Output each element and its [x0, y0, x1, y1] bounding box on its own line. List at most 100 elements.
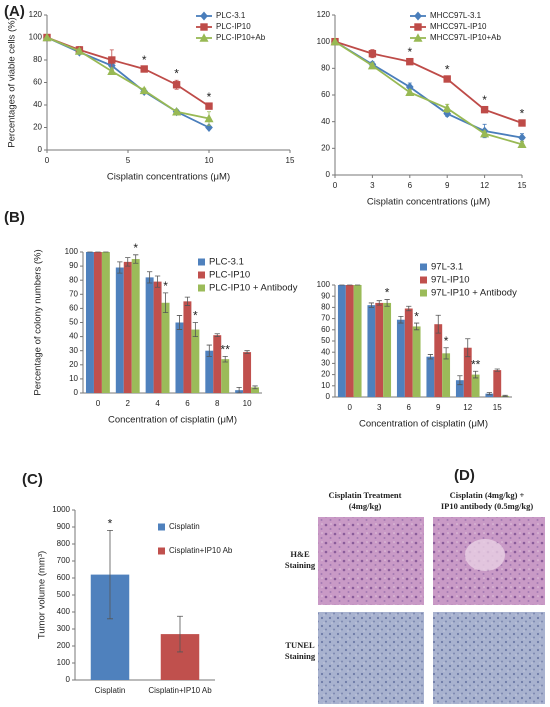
legend-swatch [420, 263, 427, 271]
row-header: Staining [285, 651, 316, 661]
significance: * [193, 309, 198, 323]
error-bar [486, 392, 493, 396]
x-tick-label: 5 [126, 156, 131, 165]
y-tick-label: 40 [321, 347, 330, 356]
y-tick-label: 1000 [52, 505, 70, 514]
significance: * [444, 334, 449, 348]
error-bar [214, 333, 220, 337]
significance: ** [471, 357, 481, 371]
y-tick-label: 0 [38, 145, 43, 154]
y-axis-label: Tumor volume (mm³) [37, 551, 48, 639]
y-tick-label: 0 [66, 675, 71, 684]
y-tick-label: 20 [33, 123, 42, 132]
error-bar [494, 368, 500, 372]
panel-label: (C) [22, 471, 43, 488]
line [334, 40, 523, 146]
marker [443, 75, 451, 83]
significance: * [414, 309, 419, 323]
column-header: Cisplatin Treatment [329, 490, 402, 500]
bar [434, 324, 443, 397]
x-axis-label: Concentration of cisplatin (μM) [359, 419, 488, 430]
x-tick-label: Cisplatin [95, 686, 126, 695]
bar [426, 356, 435, 397]
x-axis-label: Cisplatin concentrations (μM) [367, 197, 490, 208]
error-bar [125, 257, 131, 267]
y-tick-label: 20 [69, 360, 78, 369]
marker [414, 11, 422, 21]
histology-region [465, 539, 505, 571]
bar [175, 322, 184, 393]
x-tick-label: 0 [96, 399, 101, 408]
error-bar [162, 292, 169, 314]
error-bar [398, 315, 404, 324]
marker [200, 23, 208, 31]
error-bar [236, 386, 242, 394]
error-bar [368, 302, 375, 308]
bar [115, 267, 124, 393]
x-tick-label: 6 [407, 403, 412, 412]
y-tick-label: 600 [57, 573, 71, 582]
y-tick-label: 70 [69, 289, 78, 298]
x-tick-label: 0 [333, 181, 338, 190]
x-tick-label: 9 [436, 403, 441, 412]
bar [463, 347, 472, 397]
error-bar [133, 254, 139, 264]
error-bar [384, 299, 390, 307]
error-bar [184, 296, 191, 306]
x-tick-label: 6 [185, 399, 190, 408]
y-tick-label: 10 [69, 374, 78, 383]
error-bar [457, 375, 463, 386]
y-tick-label: 700 [57, 556, 71, 565]
y-tick-label: 30 [321, 359, 330, 368]
marker [480, 105, 489, 114]
marker [414, 23, 422, 31]
marker [518, 119, 526, 127]
x-tick-label: 3 [377, 403, 382, 412]
error-bar [222, 355, 228, 363]
line [334, 40, 523, 124]
y-tick-label: 90 [69, 261, 78, 270]
marker [405, 87, 415, 97]
y-tick-label: 50 [321, 336, 330, 345]
y-tick-label: 80 [321, 63, 330, 72]
bar [455, 380, 464, 397]
marker [205, 123, 213, 132]
legend-label: MHCC97L-IP10+Ab [430, 33, 501, 42]
y-tick-label: 50 [69, 318, 78, 327]
y-tick-label: 900 [57, 522, 71, 531]
panel-label: (A) [4, 3, 25, 20]
histology-image [318, 517, 424, 605]
legend-swatch [198, 284, 205, 292]
bar [243, 352, 252, 393]
marker [172, 106, 182, 116]
y-axis-label: Percentage of colony numbers (%) [33, 249, 44, 395]
bar [367, 305, 376, 397]
y-tick-label: 80 [33, 55, 42, 64]
y-tick-label: 60 [321, 325, 330, 334]
column-header: Cisplatin (4mg/kg) + [450, 490, 525, 500]
error-bar [376, 300, 382, 306]
significance: * [133, 241, 138, 255]
y-tick-label: 0 [74, 388, 79, 397]
bar [101, 252, 110, 393]
y-tick-label: 40 [33, 100, 42, 109]
marker [205, 102, 213, 110]
marker [517, 139, 527, 149]
significance: * [385, 286, 390, 300]
y-tick-label: 100 [317, 37, 331, 46]
bar [337, 285, 346, 397]
error-bar [117, 261, 123, 274]
significance: * [163, 279, 168, 293]
x-tick-label: 12 [480, 181, 489, 190]
bar [251, 387, 260, 393]
y-tick-label: 0 [326, 170, 331, 179]
x-tick-label: 9 [445, 181, 450, 190]
x-tick-label: 6 [408, 181, 413, 190]
legend-swatch [198, 258, 205, 266]
significance: * [520, 107, 525, 121]
y-tick-label: 70 [321, 314, 330, 323]
legend-label: PLC-3.1 [216, 11, 246, 20]
bar [375, 302, 384, 397]
panel-label: (B) [4, 209, 25, 226]
